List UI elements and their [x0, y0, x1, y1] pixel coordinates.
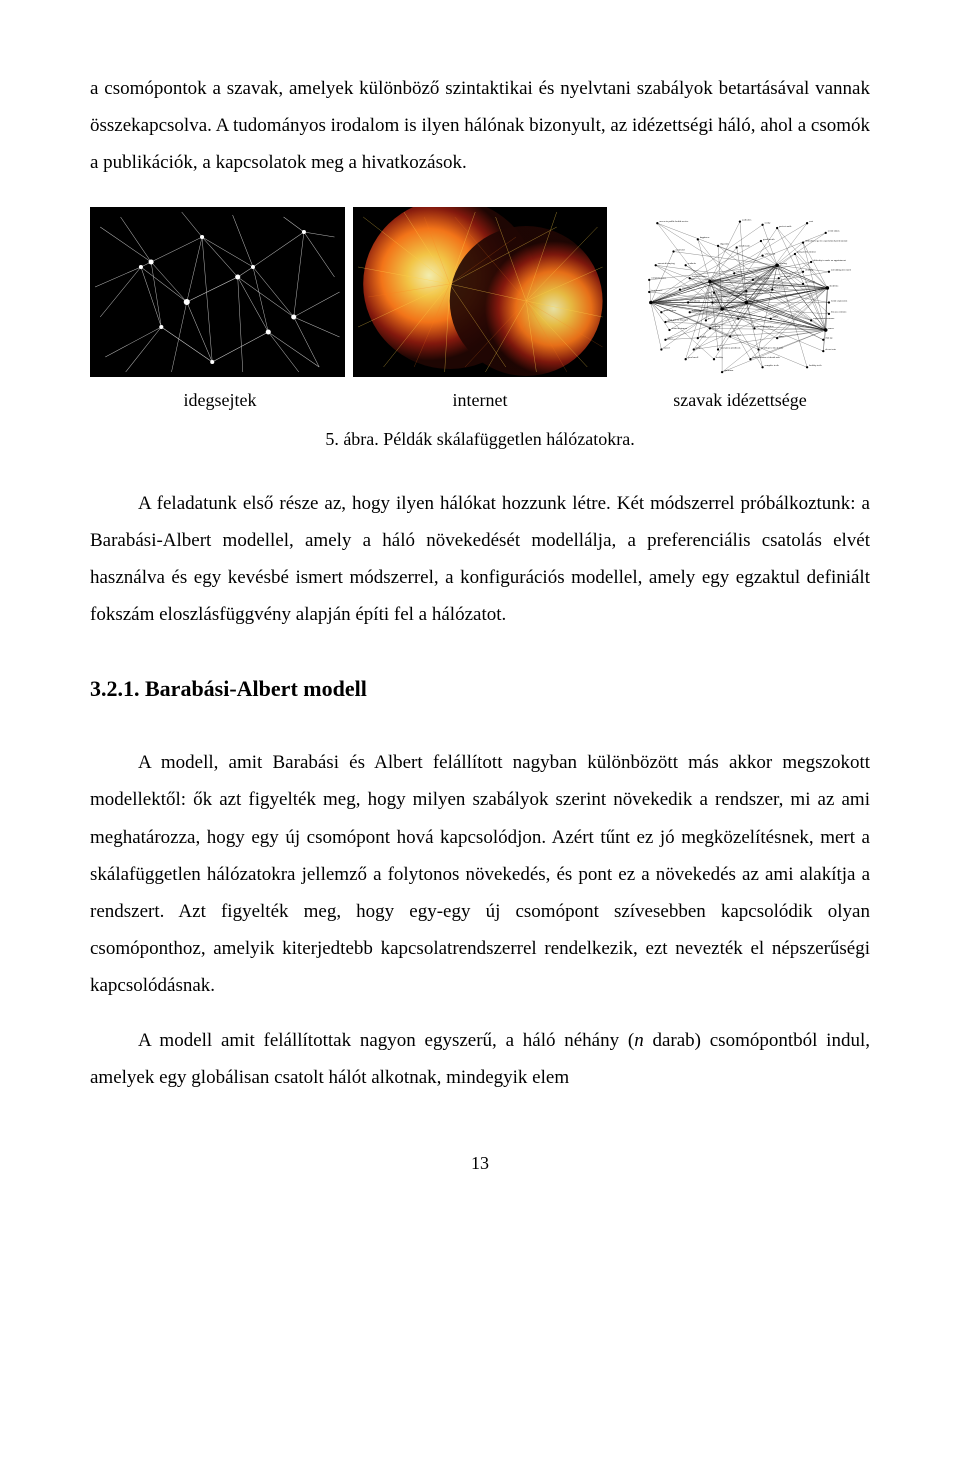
- svg-text:optimism: optimism: [724, 369, 733, 372]
- svg-text:anesthesia: anesthesia: [690, 299, 701, 302]
- svg-text:good hygiene: good hygiene: [664, 309, 677, 312]
- svg-text:must put a prosthesis: must put a prosthesis: [720, 346, 740, 349]
- svg-text:mouthwash: mouthwash: [739, 244, 751, 247]
- svg-text:self healthcare: self healthcare: [749, 288, 763, 291]
- svg-text:expenses: expenses: [682, 286, 691, 289]
- svg-text:white teeth: white teeth: [765, 252, 776, 255]
- page-number: 13: [90, 1146, 870, 1181]
- svg-text:tooth paste: tooth paste: [781, 275, 792, 278]
- svg-text:should go to the dentist: should go to the dentist: [761, 346, 784, 349]
- svg-text:digestion: digestion: [720, 243, 730, 246]
- paragraph-2: A feladatunk első része az, hogy ilyen h…: [90, 485, 870, 633]
- svg-text:eating: eating: [737, 270, 744, 273]
- svg-text:healthy teeth: healthy teeth: [809, 364, 822, 367]
- svg-text:comprehension: comprehension: [652, 277, 667, 280]
- svg-text:cavity: cavity: [765, 222, 772, 225]
- svg-text:disease entrance: disease entrance: [831, 311, 847, 314]
- svg-text:mouth: mouth: [700, 335, 707, 338]
- svg-text:body: body: [696, 346, 702, 349]
- svg-text:sacred: sacred: [664, 346, 671, 349]
- svg-text:cleaning: cleaning: [712, 325, 721, 328]
- caption-2: internet: [350, 383, 610, 418]
- caption-3: szavak idézettsége: [610, 383, 870, 418]
- svg-text:love your neighbor: love your neighbor: [653, 299, 672, 302]
- svg-text:access to public health servic: access to public health service: [660, 220, 689, 223]
- svg-text:happiness: happiness: [700, 236, 710, 239]
- svg-text:essential: essential: [733, 333, 742, 336]
- svg-text:aesthetics: aesthetics: [742, 218, 751, 221]
- svg-text:chewing/nutrition: chewing/nutrition: [757, 325, 775, 328]
- figure-main-caption: 5. ábra. Példák skálafüggetlen hálózatok…: [90, 422, 870, 457]
- svg-text:sores: sores: [668, 337, 673, 340]
- svg-text:dental assistance: dental assistance: [692, 275, 708, 278]
- p3b-n: n: [634, 1030, 644, 1051]
- svg-text:not talking too much: not talking too much: [831, 269, 852, 272]
- figure-captions-row: idegsejtek internet szavak idézettsége: [90, 383, 870, 418]
- svg-text:cleaning: cleaning: [805, 269, 814, 272]
- svg-text:dentifrice: dentifrice: [830, 285, 839, 288]
- svg-text:sensuality: sensuality: [692, 309, 702, 312]
- svg-text:aesthetics: aesthetics: [716, 290, 725, 293]
- svg-text:social status: social status: [828, 230, 840, 233]
- svg-text:difficulty to go to a speciali: difficulty to go to a specialized profes…: [805, 240, 848, 243]
- svg-text:difficulty to make an appointm: difficulty to make an appointment: [814, 259, 847, 262]
- paragraph-3a: A modell, amit Barabási és Albert feláll…: [90, 744, 870, 1003]
- section-heading: 3.2.1. Barabási-Albert modell: [90, 668, 870, 711]
- svg-text:facial expression: facial expression: [831, 299, 848, 302]
- svg-text:good smell: good smell: [688, 356, 699, 359]
- svg-text:open gate to diseases: open gate to diseases: [668, 319, 688, 322]
- svg-text:bad formation of dental arch: bad formation of dental arch: [753, 356, 781, 359]
- svg-text:perfect smile: perfect smile: [780, 225, 793, 228]
- svg-text:treatment: treatment: [712, 278, 721, 281]
- figure-internet: [353, 207, 608, 377]
- figure-row: access to public health service aesthetic…: [90, 207, 870, 377]
- svg-text:good teeth: good teeth: [805, 281, 816, 284]
- svg-text:tongue: tongue: [741, 316, 748, 319]
- svg-text:good breath: good breath: [763, 238, 775, 241]
- svg-text:do not vote: do not vote: [826, 348, 837, 351]
- svg-text:healthy: healthy: [716, 356, 724, 359]
- svg-text:unsorted/carrying: unsorted/carrying: [658, 262, 676, 265]
- svg-text:flossing: flossing: [780, 262, 788, 265]
- svg-text:habit: habit: [773, 316, 778, 319]
- svg-text:complete teeth: complete teeth: [765, 364, 780, 367]
- svg-text:tooth brushing: tooth brushing: [755, 277, 770, 280]
- paragraph-3b: A modell amit felállítottak nagyon egysz…: [90, 1022, 870, 1096]
- figure-neurons: [90, 207, 345, 377]
- svg-text:not biting: not biting: [724, 306, 734, 309]
- svg-text:going to the dentist: going to the dentist: [797, 251, 816, 254]
- p3b-pre: A modell amit felállítottak nagyon egysz…: [138, 1030, 634, 1051]
- svg-text:forgiveness: forgiveness: [652, 289, 663, 292]
- svg-text:aesthetic: aesthetic: [688, 262, 696, 265]
- caption-1: idegsejtek: [90, 383, 350, 418]
- svg-text:appearance: appearance: [749, 299, 760, 302]
- svg-text:aesthetic: aesthetic: [715, 299, 723, 302]
- svg-text:cancer: cancer: [828, 327, 834, 330]
- svg-text:gum: gum: [780, 335, 784, 338]
- svg-text:support/main entrance: support/main entrance: [814, 317, 835, 320]
- svg-text:dental treatment: dental treatment: [672, 327, 688, 330]
- svg-text:shut up: shut up: [826, 337, 834, 340]
- paragraph-1: a csomópontok a szavak, amelyek különböz…: [90, 70, 870, 181]
- svg-text:cost: cost: [809, 220, 813, 223]
- figure-word-network: access to public health service aesthetic…: [615, 207, 870, 377]
- svg-text:cool/cold: cool/cold: [676, 248, 686, 251]
- svg-text:beautiful smile: beautiful smile: [775, 286, 789, 289]
